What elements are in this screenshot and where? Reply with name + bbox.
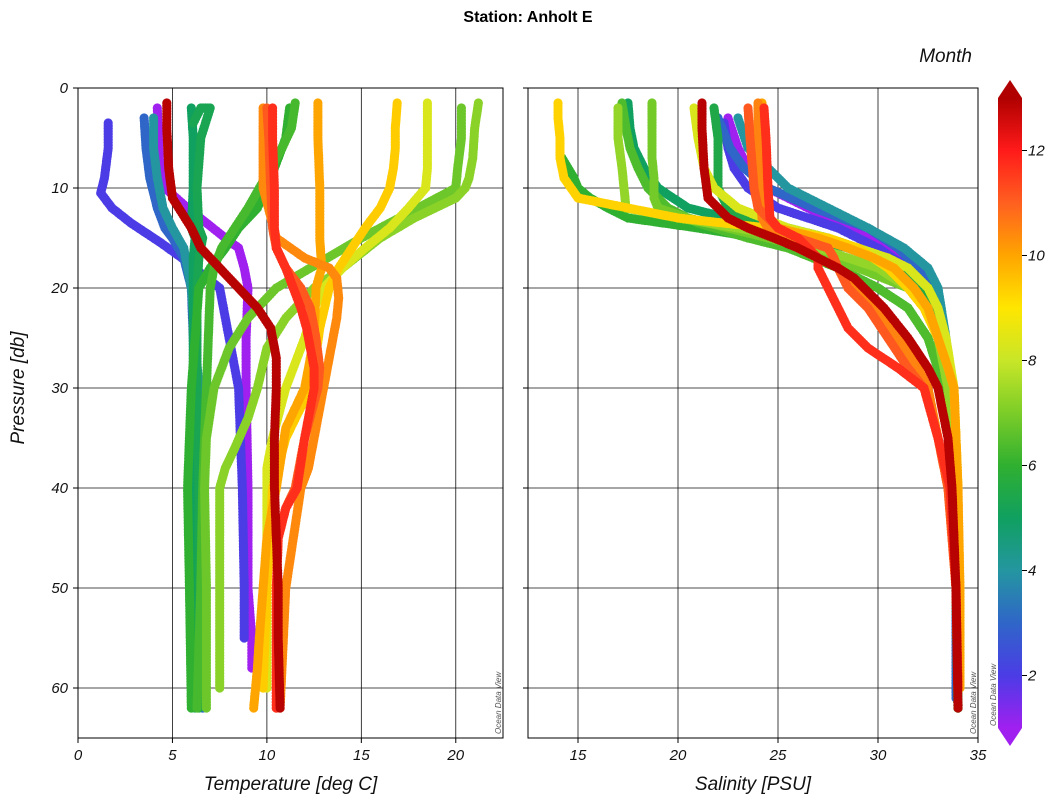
y-tick-label: 20 [50,280,68,297]
data-point [258,683,268,693]
y-tick-label: 40 [51,480,68,497]
x-tick-label: 15 [353,747,370,764]
chart-title: Station: Anholt E [463,9,592,26]
data-point [239,633,249,643]
profile-month-3 [713,113,961,703]
x-tick-label: 5 [168,747,177,764]
data-point [215,683,225,693]
temperature-x-ticks: 0 5 10 15 20 [74,738,465,764]
temperature-profiles [96,98,483,713]
temperature-x-axis-label: Temperature [deg C] [204,774,378,795]
profile-month-6.8 [200,103,466,713]
y-tick-label: 10 [51,180,68,197]
salinity-profiles [553,98,965,713]
temperature-watermark: Ocean Data View [494,671,503,734]
salinity-panel: 15 20 25 30 35 Salinity [PSU] Ocean Data Vie… [523,87,987,795]
y-axis-label: Pressure [db] [8,331,29,445]
x-tick-label: 10 [259,747,276,764]
y-tick-label: 60 [51,680,68,697]
temperature-y-ticks: 0 10 20 30 40 50 60 [50,80,78,697]
data-point [275,703,285,713]
data-point [192,703,202,713]
y-tick-label: 0 [60,80,69,97]
data-point [249,703,259,713]
y-tick-label: 30 [51,380,68,397]
data-point [201,703,211,713]
profile-month-5.5 [709,103,963,713]
x-tick-label: 0 [74,747,83,764]
temperature-panel: 0 5 10 15 20 0 10 20 30 40 50 60 Temperature [deg … [50,80,504,795]
x-tick-label: 20 [446,747,464,764]
y-tick-label: 50 [51,580,68,597]
